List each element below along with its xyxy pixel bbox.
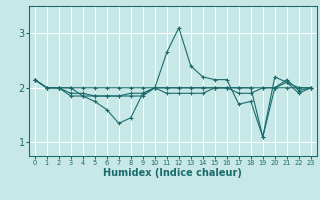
X-axis label: Humidex (Indice chaleur): Humidex (Indice chaleur) [103, 168, 242, 178]
